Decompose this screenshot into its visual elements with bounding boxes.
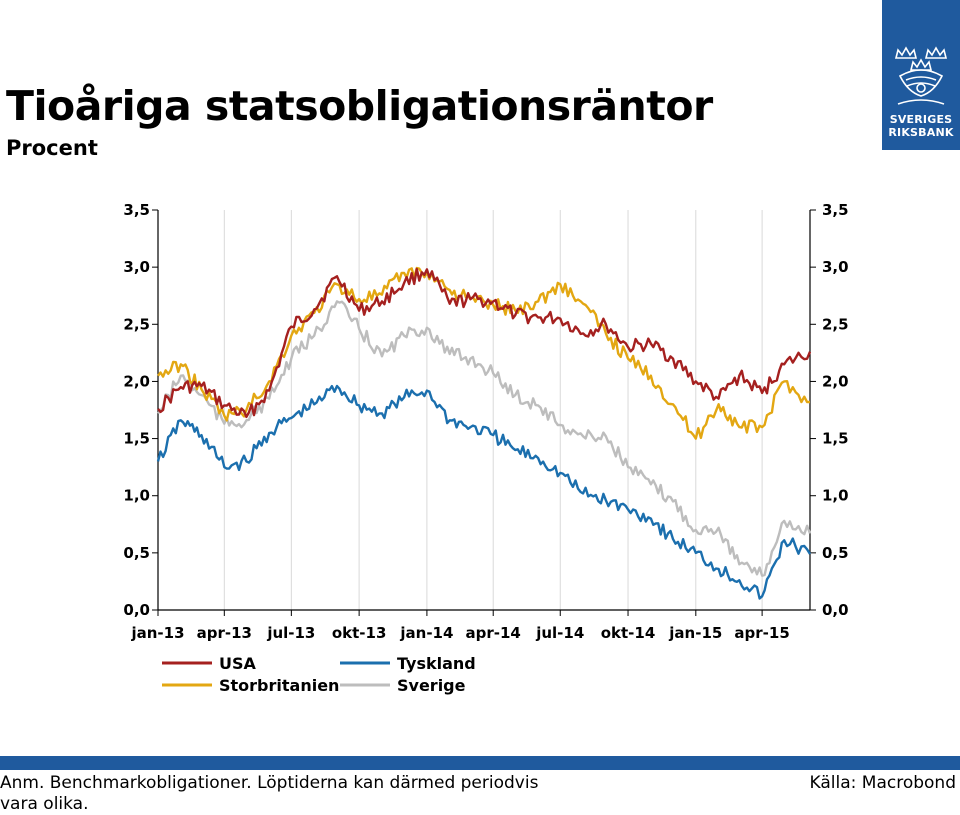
y-tick-label-left: 3,5 [123, 201, 150, 219]
y-tick-label-right: 1,0 [822, 487, 849, 505]
x-tick-label: jan-13 [130, 624, 184, 642]
chart-axes: jan-13 apr-13 jul-13 okt-13 jan-14 apr-14 jul-… [123, 201, 848, 642]
chart-title: Tioåriga statsobligationsräntor [6, 82, 713, 130]
y-tick-label-right: 0,0 [822, 601, 849, 619]
logo-name-line2: RIKSBANK [888, 126, 954, 139]
y-tick-label-left: 1,5 [123, 430, 150, 448]
legend-label-storbritanien: Storbritanien [219, 676, 339, 695]
footer-bar [0, 756, 960, 770]
chart-subtitle: Procent [6, 136, 98, 160]
source-label: Källa: Macrobond [809, 773, 956, 793]
x-tick-label: okt-14 [601, 624, 656, 642]
y-tick-label-left: 1,0 [123, 487, 150, 505]
y-tick-label-right: 2,5 [822, 315, 849, 333]
legend-label-sverige: Sverige [397, 676, 466, 695]
legend-label-usa: USA [219, 654, 257, 673]
y-tick-label-left: 0,0 [123, 601, 150, 619]
legend-label-tyskland: Tyskland [397, 654, 476, 673]
x-tick-label: jul-13 [266, 624, 315, 642]
series-line-storbritanien [157, 266, 811, 440]
y-tick-label-left: 3,0 [123, 258, 150, 276]
x-tick-label: okt-13 [332, 624, 387, 642]
x-tick-label: jul-14 [535, 624, 584, 642]
y-tick-label-right: 3,0 [822, 258, 849, 276]
crown-emblem-icon [894, 46, 948, 105]
y-tick-label-right: 2,0 [822, 372, 849, 390]
y-tick-label-left: 2,0 [123, 372, 150, 390]
logo-name-line1: SVERIGES [889, 113, 953, 126]
y-tick-label-left: 0,5 [123, 544, 150, 562]
series-line-tyskland [156, 384, 812, 600]
x-tick-label: jan-14 [399, 624, 453, 642]
x-tick-label: apr-14 [466, 624, 521, 642]
x-tick-label: jan-15 [668, 624, 722, 642]
y-tick-label-right: 0,5 [822, 544, 849, 562]
series-line-usa [157, 267, 812, 419]
x-tick-label: apr-13 [197, 624, 252, 642]
yield-line-chart: jan-13 apr-13 jul-13 okt-13 jan-14 apr-14 jul-… [123, 201, 848, 695]
footnote: Anm. Benchmarkobligationer. Löptiderna k… [0, 773, 539, 814]
riksbank-logo: SVERIGES RIKSBANK [882, 0, 960, 150]
y-tick-label-left: 2,5 [123, 315, 150, 333]
series-lines [156, 266, 812, 600]
y-tick-label-right: 3,5 [822, 201, 849, 219]
y-tick-label-right: 1,5 [822, 430, 849, 448]
chart-legend: USA Storbritanien Tyskland Sverige [162, 654, 476, 695]
x-tick-label: apr-15 [734, 624, 789, 642]
series-line-sverige [157, 300, 812, 577]
